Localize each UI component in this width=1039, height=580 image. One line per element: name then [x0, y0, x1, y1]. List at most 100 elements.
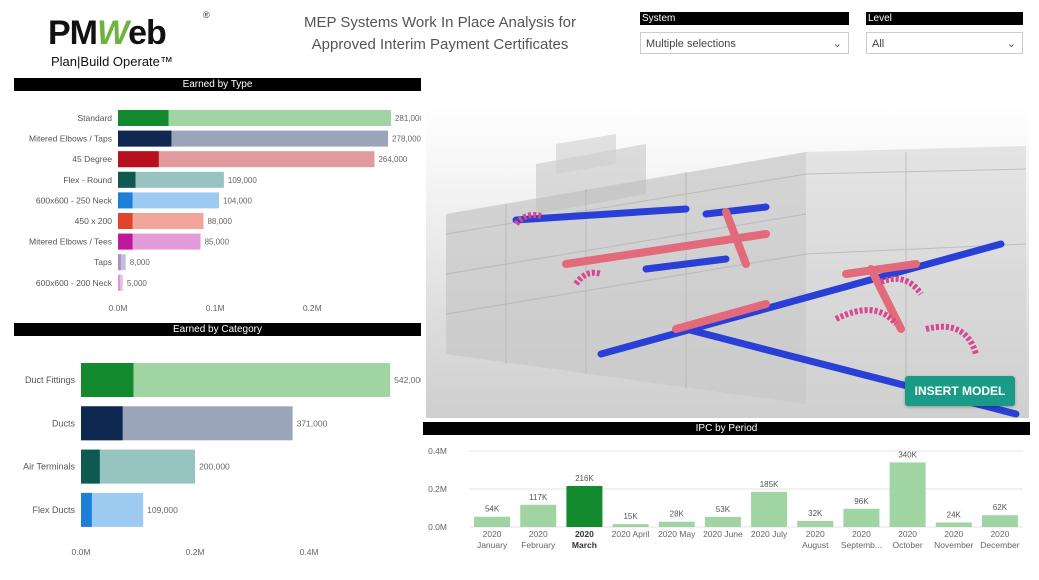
bar — [797, 520, 834, 527]
category-label: 2020 April — [612, 529, 650, 539]
bar-total — [118, 274, 123, 291]
category-label: Taps — [94, 257, 112, 267]
data-label: 8,000 — [130, 258, 151, 267]
bar-earned — [118, 233, 133, 250]
bar-earned — [118, 213, 133, 229]
bar — [889, 462, 926, 527]
x-tick-label: 0.0M — [72, 547, 91, 557]
data-label: 28K — [670, 510, 685, 519]
3d-model-icon — [445, 134, 1027, 418]
data-label: 278,000 — [392, 135, 421, 144]
bar — [474, 516, 511, 527]
x-tick-label: 0.2M — [303, 303, 322, 313]
category-label: 2020 — [852, 529, 871, 539]
bar — [981, 515, 1018, 527]
category-label: 2020 — [806, 529, 825, 539]
pmweb-logo: PMWeb ® Plan|Build Operate™ — [48, 10, 218, 72]
ipc-by-period-header: IPC by Period — [423, 422, 1030, 435]
bar — [520, 504, 557, 527]
category-label: January — [477, 540, 508, 550]
x-tick-label: 0.4M — [300, 547, 319, 557]
earned-by-category-header: Earned by Category — [14, 323, 421, 336]
category-label: 600x600 - 250 Neck — [36, 195, 113, 205]
data-label: 24K — [947, 510, 962, 519]
category-label: Septemb... — [841, 540, 882, 550]
data-label: 53K — [716, 505, 731, 514]
data-label: 185K — [760, 480, 779, 489]
category-label: Flex Ducts — [32, 505, 75, 515]
category-label: Mitered Elbows / Taps — [29, 134, 112, 144]
logo-tagline: Plan|Build Operate™ — [51, 54, 173, 69]
category-label: 2020 — [483, 529, 502, 539]
bar-total — [118, 233, 201, 250]
system-slicer: System Multiple selections ⌄ — [640, 12, 849, 54]
page-title-line2: Approved Interim Payment Certificates — [311, 36, 569, 53]
level-slicer: Level All ⌄ — [866, 12, 1023, 54]
data-label: 216K — [575, 474, 594, 483]
category-label: 450 x 200 — [75, 216, 113, 226]
data-label: 15K — [623, 512, 638, 521]
bar — [843, 508, 880, 527]
category-label: 2020 May — [658, 529, 696, 539]
category-label: 2020 — [898, 529, 917, 539]
x-tick-label: 0.1M — [206, 303, 225, 313]
chevron-down-icon: ⌄ — [1006, 38, 1016, 50]
category-label: October — [892, 540, 922, 550]
data-label: 62K — [993, 503, 1008, 512]
data-label: 54K — [485, 505, 500, 514]
bar-total — [81, 449, 196, 484]
bar-earned — [81, 449, 100, 484]
data-label: 5,000 — [127, 279, 148, 288]
chevron-down-icon: ⌄ — [832, 38, 842, 50]
earned-by-category-chart: Duct Fittings 542,000 Ducts 371,000 Air Term… — [23, 363, 421, 557]
bar-earned — [81, 363, 134, 397]
bar-total — [118, 192, 220, 209]
bar-earned — [118, 151, 159, 168]
insert-model-button[interactable]: INSERT MODEL — [905, 376, 1015, 406]
bar — [704, 516, 741, 527]
bar-total — [118, 110, 391, 126]
bar-earned — [118, 254, 121, 271]
bar-total — [118, 151, 375, 168]
bar-earned — [81, 406, 123, 441]
data-label: 85,000 — [205, 238, 230, 247]
category-label: February — [521, 540, 556, 550]
data-label: 264,000 — [378, 155, 407, 164]
data-label: 117K — [529, 493, 548, 502]
data-label: 88,000 — [207, 217, 232, 226]
bar-earned — [81, 492, 92, 527]
category-label: 2020 — [529, 529, 548, 539]
earned-by-type-header: Earned by Type — [14, 78, 421, 91]
data-label: 109,000 — [147, 505, 178, 515]
data-label: 371,000 — [297, 418, 328, 428]
data-label: 109,000 — [228, 176, 257, 185]
system-dropdown[interactable]: Multiple selections ⌄ — [640, 32, 849, 54]
category-label: Standard — [78, 113, 113, 123]
category-label: August — [802, 540, 829, 550]
model-viewer[interactable]: INSERT MODEL — [426, 104, 1029, 418]
data-label: 32K — [808, 509, 823, 518]
y-tick-label: 0.0M — [428, 522, 447, 532]
category-label: December — [980, 540, 1019, 550]
category-label: Duct Fittings — [25, 375, 76, 385]
data-label: 200,000 — [199, 462, 230, 472]
bar-total — [118, 171, 224, 188]
y-tick-label: 0.2M — [428, 484, 447, 494]
x-tick-label: 0.2M — [186, 547, 205, 557]
category-label: March — [572, 540, 597, 550]
category-label: November — [934, 540, 973, 550]
category-label: 2020 — [575, 529, 594, 539]
page-title: MEP Systems Work In Place Analysis for A… — [290, 12, 590, 56]
bar-earned — [118, 130, 172, 147]
earned-by-type-chart: Standard 281,000 Mitered Elbows / Taps 278,… — [29, 110, 421, 313]
category-label: 2020 July — [751, 529, 788, 539]
data-label: 542,000 — [394, 375, 421, 385]
bar — [612, 524, 649, 527]
category-label: Air Terminals — [23, 462, 75, 472]
level-dropdown[interactable]: All ⌄ — [866, 32, 1023, 54]
bar-earned — [118, 171, 136, 188]
level-slicer-label: Level — [866, 12, 1023, 25]
bar — [566, 485, 603, 527]
category-label: Mitered Elbows / Tees — [29, 237, 112, 247]
bar — [935, 522, 972, 527]
